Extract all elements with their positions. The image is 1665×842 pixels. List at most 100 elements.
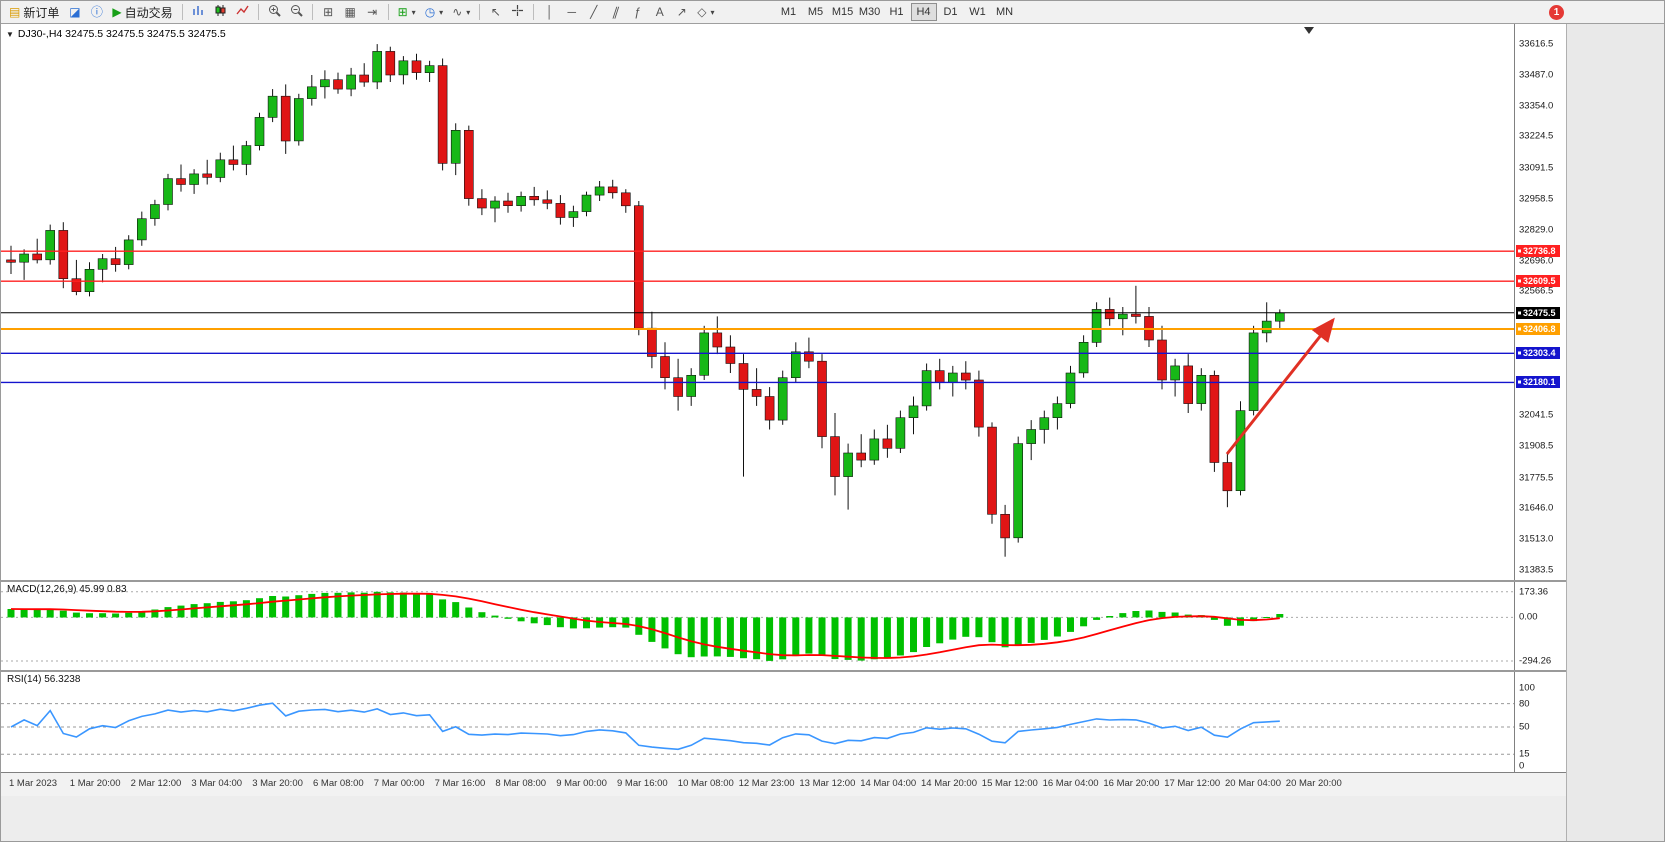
rsi-tick: 50 <box>1519 721 1530 733</box>
price-tick: 32829.0 <box>1519 224 1554 235</box>
price-tick: 31908.5 <box>1519 440 1554 452</box>
info-button[interactable]: ⓘ <box>86 3 107 22</box>
macd-label: MACD(12,26,9) 45.99 0.83 <box>7 584 127 595</box>
macd-scale[interactable]: 173.36 0.00 -294.26 <box>1514 582 1566 670</box>
timeframe-m5-button[interactable]: M5 <box>803 3 829 21</box>
time-label: 9 Mar 16:00 <box>617 778 668 789</box>
timeframe-m30-button[interactable]: M30 <box>857 3 883 21</box>
charts-profile-button[interactable]: ◪ <box>64 3 85 22</box>
horizontal-line-button[interactable]: ─ <box>561 3 582 22</box>
candlestick-chart-button[interactable] <box>210 3 231 22</box>
rsi-scale[interactable]: 100 80 50 15 0 <box>1514 672 1566 772</box>
crosshair-icon <box>511 4 524 20</box>
time-label: 9 Mar 00:00 <box>556 778 607 789</box>
arrow-tool-icon: ↗ <box>676 5 687 19</box>
toolbar-separator <box>181 4 183 20</box>
arrow-tool-button[interactable]: ↗ <box>671 3 692 22</box>
text-tool-button[interactable]: A <box>649 3 670 22</box>
time-label: 10 Mar 08:00 <box>677 778 734 789</box>
notification-badge[interactable]: 1 <box>1549 4 1564 20</box>
tile-windows-icon: ⊞ <box>323 5 334 19</box>
vertical-line-button[interactable]: │ <box>539 3 560 22</box>
cursor-button[interactable]: ↖ <box>485 3 506 22</box>
time-label: 3 Mar 04:00 <box>191 778 243 789</box>
chart-workspace: ▼ DJ30-,H4 32475.5 32475.5 32475.5 32475… <box>1 24 1664 841</box>
time-label: 1 Mar 20:00 <box>69 778 121 789</box>
autotrading-button[interactable]: ▶ 自动交易 <box>108 3 176 22</box>
price-chart[interactable] <box>1 24 1514 580</box>
price-tick: 33487.0 <box>1519 69 1554 80</box>
channel-button[interactable]: ∥ <box>605 3 626 22</box>
chart-dropdown-icon[interactable]: ▼ <box>6 29 14 39</box>
timeframe-mn-button[interactable]: MN <box>992 3 1018 21</box>
timeframe-w1-button[interactable]: W1 <box>965 3 991 21</box>
rsi-tick: 100 <box>1519 682 1535 694</box>
time-label: 2 Mar 12:00 <box>130 778 182 789</box>
rsi-tick: 15 <box>1519 748 1530 760</box>
clock-icon: ◷ <box>424 5 436 19</box>
vertical-line-icon: │ <box>546 5 554 19</box>
timeframe-d1-button[interactable]: D1 <box>938 3 964 21</box>
right-filler <box>1566 24 1664 841</box>
horizontal-line-icon: ─ <box>567 5 577 19</box>
chart-shift-icon: ⇥ <box>367 5 378 19</box>
price-tick: 31513.0 <box>1519 533 1554 545</box>
price-tick: 33091.5 <box>1519 162 1554 174</box>
timeframe-m1-button[interactable]: M1 <box>776 3 802 21</box>
time-label: 7 Mar 16:00 <box>434 778 486 789</box>
rsi-tick: 0 <box>1519 760 1525 772</box>
trendline-button[interactable]: ╱ <box>583 3 604 22</box>
indicators-dropdown[interactable]: ∿ ▾ <box>448 3 474 22</box>
price-tick: 32696.0 <box>1519 255 1554 267</box>
time-label: 16 Mar 20:00 <box>1103 778 1160 789</box>
line-chart-button[interactable] <box>232 3 253 22</box>
line-chart-icon <box>236 4 249 20</box>
timeframe-h1-button[interactable]: H1 <box>884 3 910 21</box>
price-level-tag: 32736.8 <box>1516 245 1560 258</box>
zoom-in-icon <box>268 4 281 20</box>
price-tick: 31383.5 <box>1519 564 1554 576</box>
main-toolbar: ▤ 新订单 ◪ ⓘ ▶ 自动交易 ⊞ ▦ <box>1 1 1664 24</box>
bar-chart-button[interactable] <box>188 3 209 22</box>
fibonacci-button[interactable]: ƒ <box>627 3 648 22</box>
zoom-out-button[interactable] <box>286 3 307 22</box>
tile-windows-button[interactable]: ⊞ <box>318 3 339 22</box>
periods-dropdown[interactable]: ◷ ▾ <box>421 3 448 22</box>
new-order-button[interactable]: ▤ 新订单 <box>5 3 63 22</box>
time-label: 17 Mar 12:00 <box>1164 778 1221 789</box>
time-label: 6 Mar 08:00 <box>313 778 364 789</box>
time-label: 14 Mar 20:00 <box>921 778 977 789</box>
price-tick: 32958.5 <box>1519 193 1554 205</box>
price-tick: 33616.5 <box>1519 38 1554 50</box>
time-label: 1 Mar 2023 <box>9 778 58 789</box>
new-chart-dropdown[interactable]: ⊞ ▾ <box>394 3 420 22</box>
macd-chart[interactable] <box>1 582 1514 670</box>
chart-title-text: DJ30-,H4 32475.5 32475.5 32475.5 32475.5 <box>17 28 226 40</box>
price-scale[interactable]: 33616.5 33487.0 33354.0 33224.5 33091.5 32958… <box>1514 24 1566 580</box>
auto-arrange-button[interactable]: ▦ <box>340 3 361 22</box>
shapes-dropdown[interactable]: ◇ ▾ <box>693 3 718 22</box>
price-chart-panel: ▼ DJ30-,H4 32475.5 32475.5 32475.5 32475… <box>1 24 1566 580</box>
time-label: 3 Mar 20:00 <box>252 778 303 789</box>
charts-icon: ◪ <box>69 5 81 19</box>
crosshair-button[interactable] <box>507 3 528 22</box>
toolbar-separator <box>387 4 389 20</box>
new-order-icon: ▤ <box>9 5 21 19</box>
fibonacci-icon: ƒ <box>634 5 642 19</box>
toolbar-separator <box>479 4 481 20</box>
rsi-label: RSI(14) 56.3238 <box>7 674 81 685</box>
rsi-chart[interactable] <box>1 672 1514 772</box>
chart-title: ▼ DJ30-,H4 32475.5 32475.5 32475.5 32475… <box>6 28 226 40</box>
time-label: 12 Mar 23:00 <box>738 778 795 789</box>
timeframe-m15-button[interactable]: M15 <box>830 3 856 21</box>
timeframe-h4-button[interactable]: H4 <box>910 3 937 21</box>
price-level-tag: 32180.1 <box>1516 376 1560 389</box>
time-label: 20 Mar 04:00 <box>1225 778 1281 789</box>
zoom-in-button[interactable] <box>264 3 285 22</box>
time-axis[interactable]: 1 Mar 2023 1 Mar 20:00 2 Mar 12:00 3 Mar 04… <box>1 772 1566 796</box>
time-label: 20 Mar 20:00 <box>1285 778 1342 789</box>
autotrading-label: 自动交易 <box>124 5 173 20</box>
cursor-icon: ↖ <box>490 5 501 19</box>
chart-shift-button[interactable]: ⇥ <box>362 3 383 22</box>
price-tick: 32041.5 <box>1519 409 1554 421</box>
